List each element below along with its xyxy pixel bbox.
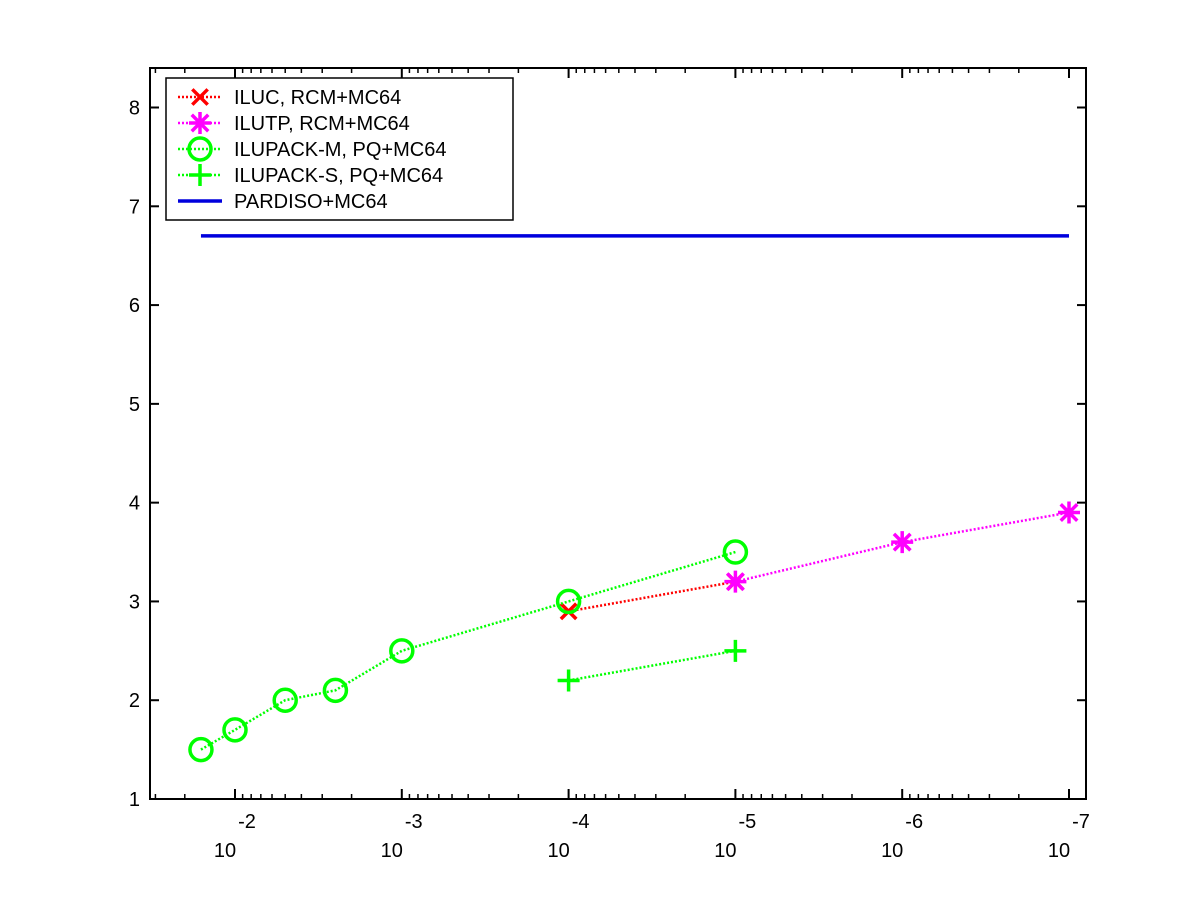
- marker-plus: [557, 669, 580, 692]
- series-line: [735, 511, 1070, 583]
- x-tick-base: 10: [547, 840, 569, 862]
- legend-label: ILUTP, RCM+MC64: [234, 113, 410, 135]
- legend-entry: ILUPACK-S, PQ+MC64: [178, 164, 443, 187]
- series-line: [568, 649, 736, 682]
- marker-circle: [188, 736, 214, 763]
- y-tick-label: 7: [129, 196, 140, 218]
- x-tick-base: 10: [381, 840, 403, 862]
- y-tick-label: 6: [129, 295, 140, 317]
- marker-circle: [187, 136, 213, 162]
- marker-asterisk: [891, 531, 914, 554]
- legend: ILUC, RCM+MC64 ILUTP, RCM+MC64 ILUPACK-M, …: [165, 77, 514, 221]
- marker-asterisk: [1058, 501, 1080, 524]
- x-tick-base: 10: [881, 840, 903, 862]
- marker-circle: [322, 677, 349, 704]
- x-tick-exponent: -2: [238, 811, 256, 833]
- marker-asterisk: [724, 570, 747, 593]
- legend-entry: ILUTP, RCM+MC64: [178, 112, 410, 135]
- series-1: [724, 501, 1080, 593]
- x-tick-base: 10: [714, 840, 736, 862]
- series-3: [557, 639, 747, 692]
- y-tick-label: 3: [129, 591, 140, 613]
- legend-entry: ILUC, RCM+MC64: [178, 87, 401, 109]
- marker-circle: [555, 588, 582, 615]
- x-tick-base: 10: [214, 840, 236, 862]
- y-tick-label: 2: [129, 690, 140, 712]
- x-tick-base: 10: [1048, 840, 1070, 862]
- x-tick-exponent: -6: [905, 811, 923, 833]
- legend-label: ILUPACK-S, PQ+MC64: [234, 165, 443, 187]
- series-line: [200, 550, 736, 751]
- marker-circle: [722, 539, 749, 565]
- x-tick-exponent: -3: [405, 811, 423, 833]
- marker-plus: [724, 639, 747, 662]
- marker-circle: [272, 687, 298, 713]
- legend-entry: ILUPACK-M, PQ+MC64: [178, 136, 446, 162]
- y-tick-label: 1: [129, 789, 140, 811]
- marker-asterisk: [189, 112, 211, 134]
- legend-entry: PARDISO+MC64: [178, 191, 388, 213]
- x-tick-exponent: -7: [1072, 811, 1090, 833]
- legend-label: ILUPACK-M, PQ+MC64: [234, 139, 446, 161]
- plot-frame: [149, 67, 1087, 800]
- x-tick-exponent: -5: [739, 811, 757, 833]
- x-tick-exponent: -4: [572, 811, 590, 833]
- marker-plus: [189, 164, 211, 186]
- marker-circle: [389, 638, 415, 664]
- marker-circle: [222, 717, 248, 743]
- y-tick-label: 4: [129, 493, 140, 515]
- series-layer: [188, 234, 1080, 763]
- legend-label: PARDISO+MC64: [234, 191, 388, 213]
- legend-box: [165, 77, 514, 221]
- legend-label: ILUC, RCM+MC64: [234, 87, 401, 109]
- series-2: [188, 539, 749, 763]
- series-line: [568, 580, 736, 613]
- marker-x: [191, 88, 209, 106]
- y-tick-label: 8: [129, 98, 140, 120]
- y-tick-label: 5: [129, 394, 140, 416]
